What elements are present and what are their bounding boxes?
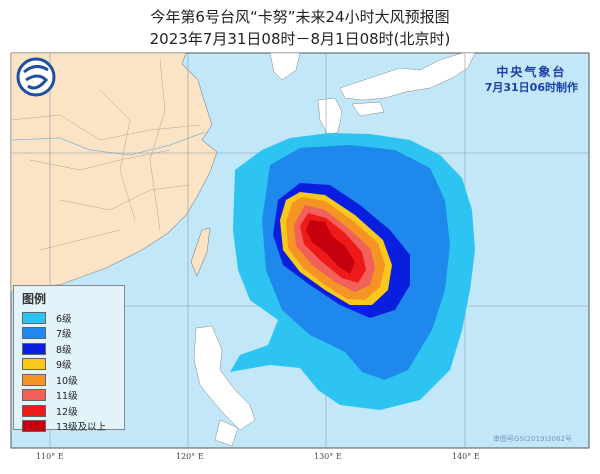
legend-item: 6级 [22,310,124,326]
map-title: 今年第6号台风“卡努”未来24小时大风预报图 [150,8,450,26]
legend-swatch [22,311,46,324]
legend-label: 11级 [56,391,78,403]
legend-label: 10级 [56,375,78,387]
land-china [10,52,218,293]
legend-label: 7级 [56,329,72,341]
issue-time: 7月31日06时制作 [484,81,578,94]
province-borders [10,59,201,251]
legend-item: 13级及以上 [22,419,124,435]
longitude-label: 110° E [36,452,64,461]
legend-item: 8级 [22,341,124,357]
legend-item: 7级 [22,326,124,342]
legend-item: 12级 [22,403,124,419]
map-approval-number: 审图号GS(2019)3082号 [493,435,572,443]
longitude-label: 120° E [176,452,204,461]
land-taiwan [190,227,211,277]
land-korea [269,52,301,81]
legend: 图例 6级 7级 8级 9级 10级 11级 12级 13级及以上 [13,285,125,433]
legend-label: 9级 [56,360,72,372]
legend-swatch [22,358,46,371]
legend-label: 6级 [56,313,72,325]
legend-label: 13级及以上 [56,422,107,434]
cma-logo-icon [16,57,56,97]
legend-swatch [22,404,46,417]
river [10,131,206,156]
legend-item: 10级 [22,372,124,388]
longitude-label: 130° E [314,452,342,461]
legend-title: 图例 [22,292,47,306]
legend-swatch [22,389,46,402]
legend-swatch [22,327,46,340]
legend-swatch [22,373,46,386]
map-subtitle: 2023年7月31日08时－8月1日08时(北京时) [149,30,451,48]
swath-13 [306,220,355,274]
legend-item: 11级 [22,388,124,404]
land-philippines [193,325,256,447]
legend-label: 8级 [56,344,72,356]
legend-item: 9级 [22,357,124,373]
legend-swatch [22,342,46,355]
longitude-label: 140° E [452,452,480,461]
legend-swatch [22,420,46,433]
legend-label: 12级 [56,406,78,418]
land-japan [317,52,476,136]
agency-stamp: 中央气象台 7月31日06时制作 [485,64,578,96]
agency-name: 中央气象台 [496,65,567,79]
